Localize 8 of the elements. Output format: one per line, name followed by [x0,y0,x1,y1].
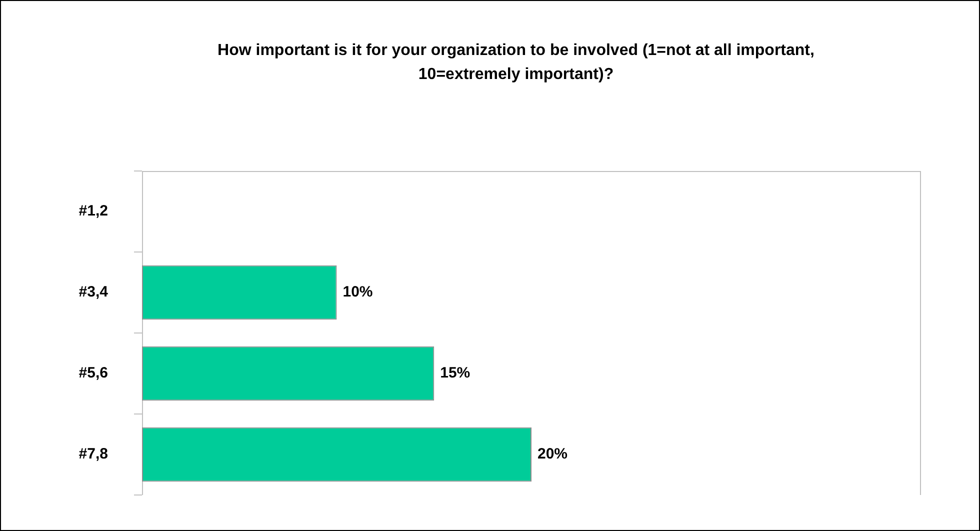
data-label: 10% [342,284,373,301]
data-label: 20% [538,446,568,463]
y-tick-label: #3,4 [78,284,109,301]
y-tick-label: #1,2 [78,202,108,220]
chart-title: How important is it for your organization to be involved (1=not at all important, 10=extremely important)? [216,41,816,85]
data-label: 15% [440,364,470,382]
y-tick-label: #7,8 [78,446,108,463]
y-tick-label: #5,6 [78,364,108,382]
